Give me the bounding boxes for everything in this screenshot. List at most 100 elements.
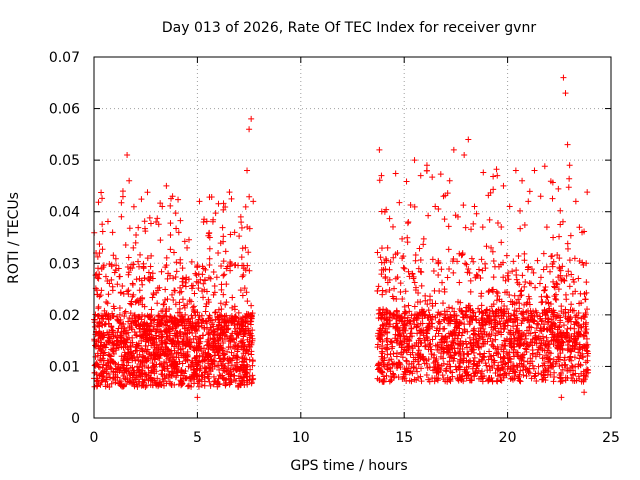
data-point xyxy=(225,325,232,332)
data-point xyxy=(549,263,556,270)
data-point xyxy=(425,212,432,219)
data-point xyxy=(238,254,245,261)
data-point xyxy=(136,287,143,294)
data-point xyxy=(433,375,440,382)
data-point xyxy=(247,366,254,373)
data-point xyxy=(198,381,205,388)
data-point xyxy=(110,312,117,319)
data-point xyxy=(175,381,182,388)
data-point xyxy=(430,267,437,274)
data-point xyxy=(141,370,148,377)
data-point xyxy=(194,394,201,401)
data-point xyxy=(129,293,136,300)
data-point xyxy=(478,290,485,297)
data-point xyxy=(231,303,238,310)
y-tick-label: 0.01 xyxy=(49,359,80,375)
data-point xyxy=(557,207,564,214)
data-point xyxy=(550,258,557,265)
data-point xyxy=(556,362,563,369)
data-point xyxy=(170,275,177,282)
data-point xyxy=(215,375,222,382)
data-point xyxy=(584,306,591,313)
data-point xyxy=(447,363,454,370)
data-point xyxy=(426,293,433,300)
data-point xyxy=(517,292,524,299)
y-tick-label: 0.03 xyxy=(49,256,80,272)
data-point xyxy=(188,339,195,346)
data-point xyxy=(106,280,113,287)
data-point xyxy=(102,273,109,280)
data-point xyxy=(450,269,457,276)
data-point xyxy=(220,258,227,265)
data-point xyxy=(122,308,129,315)
data-point xyxy=(186,322,193,329)
data-point xyxy=(220,233,227,240)
data-point xyxy=(113,366,120,373)
data-point xyxy=(498,346,505,353)
data-point xyxy=(384,244,391,251)
data-point xyxy=(130,261,137,268)
data-point xyxy=(155,383,162,390)
data-point xyxy=(227,338,234,345)
data-point xyxy=(190,282,197,289)
data-point xyxy=(242,203,249,210)
data-point xyxy=(555,286,562,293)
data-point xyxy=(154,287,161,294)
data-point xyxy=(206,229,213,236)
data-point xyxy=(511,292,518,299)
data-point xyxy=(224,333,231,340)
data-point xyxy=(567,325,574,332)
data-point xyxy=(142,371,149,378)
data-point xyxy=(189,285,196,292)
data-point xyxy=(376,177,383,184)
data-point xyxy=(178,313,185,320)
data-point xyxy=(235,309,242,316)
data-point xyxy=(244,167,251,174)
data-point xyxy=(111,305,118,312)
data-point xyxy=(498,239,505,246)
data-point xyxy=(241,355,248,362)
data-point xyxy=(103,298,110,305)
data-point xyxy=(206,194,213,201)
data-point xyxy=(195,285,202,292)
data-point xyxy=(399,354,406,361)
data-point xyxy=(116,378,123,385)
data-point xyxy=(383,337,390,344)
data-point xyxy=(521,301,528,308)
data-point xyxy=(208,357,215,364)
data-point xyxy=(117,289,124,296)
data-point xyxy=(201,382,208,389)
data-point xyxy=(227,343,234,350)
data-point xyxy=(164,275,171,282)
data-point xyxy=(125,287,132,294)
data-point xyxy=(541,287,548,294)
data-point xyxy=(205,351,212,358)
data-point xyxy=(159,371,166,378)
data-point xyxy=(470,220,477,227)
data-point xyxy=(547,268,554,275)
data-point xyxy=(147,322,154,329)
data-point xyxy=(516,327,523,334)
data-point xyxy=(448,316,455,323)
data-point xyxy=(387,338,394,345)
data-point xyxy=(146,277,153,284)
data-point xyxy=(114,281,121,288)
data-point xyxy=(126,323,133,330)
data-point xyxy=(440,376,447,383)
data-point xyxy=(116,273,123,280)
data-point xyxy=(212,316,219,323)
data-point xyxy=(447,353,454,360)
data-point xyxy=(149,270,156,277)
data-point xyxy=(393,296,400,303)
data-point xyxy=(99,228,106,235)
data-point xyxy=(423,167,430,174)
data-point xyxy=(170,337,177,344)
data-point xyxy=(96,241,103,248)
data-point xyxy=(217,344,224,351)
data-point xyxy=(423,360,430,367)
x-tick-label: 0 xyxy=(90,430,99,446)
data-point xyxy=(196,376,203,383)
data-point xyxy=(216,380,223,387)
data-point xyxy=(178,288,185,295)
data-point xyxy=(558,303,565,310)
